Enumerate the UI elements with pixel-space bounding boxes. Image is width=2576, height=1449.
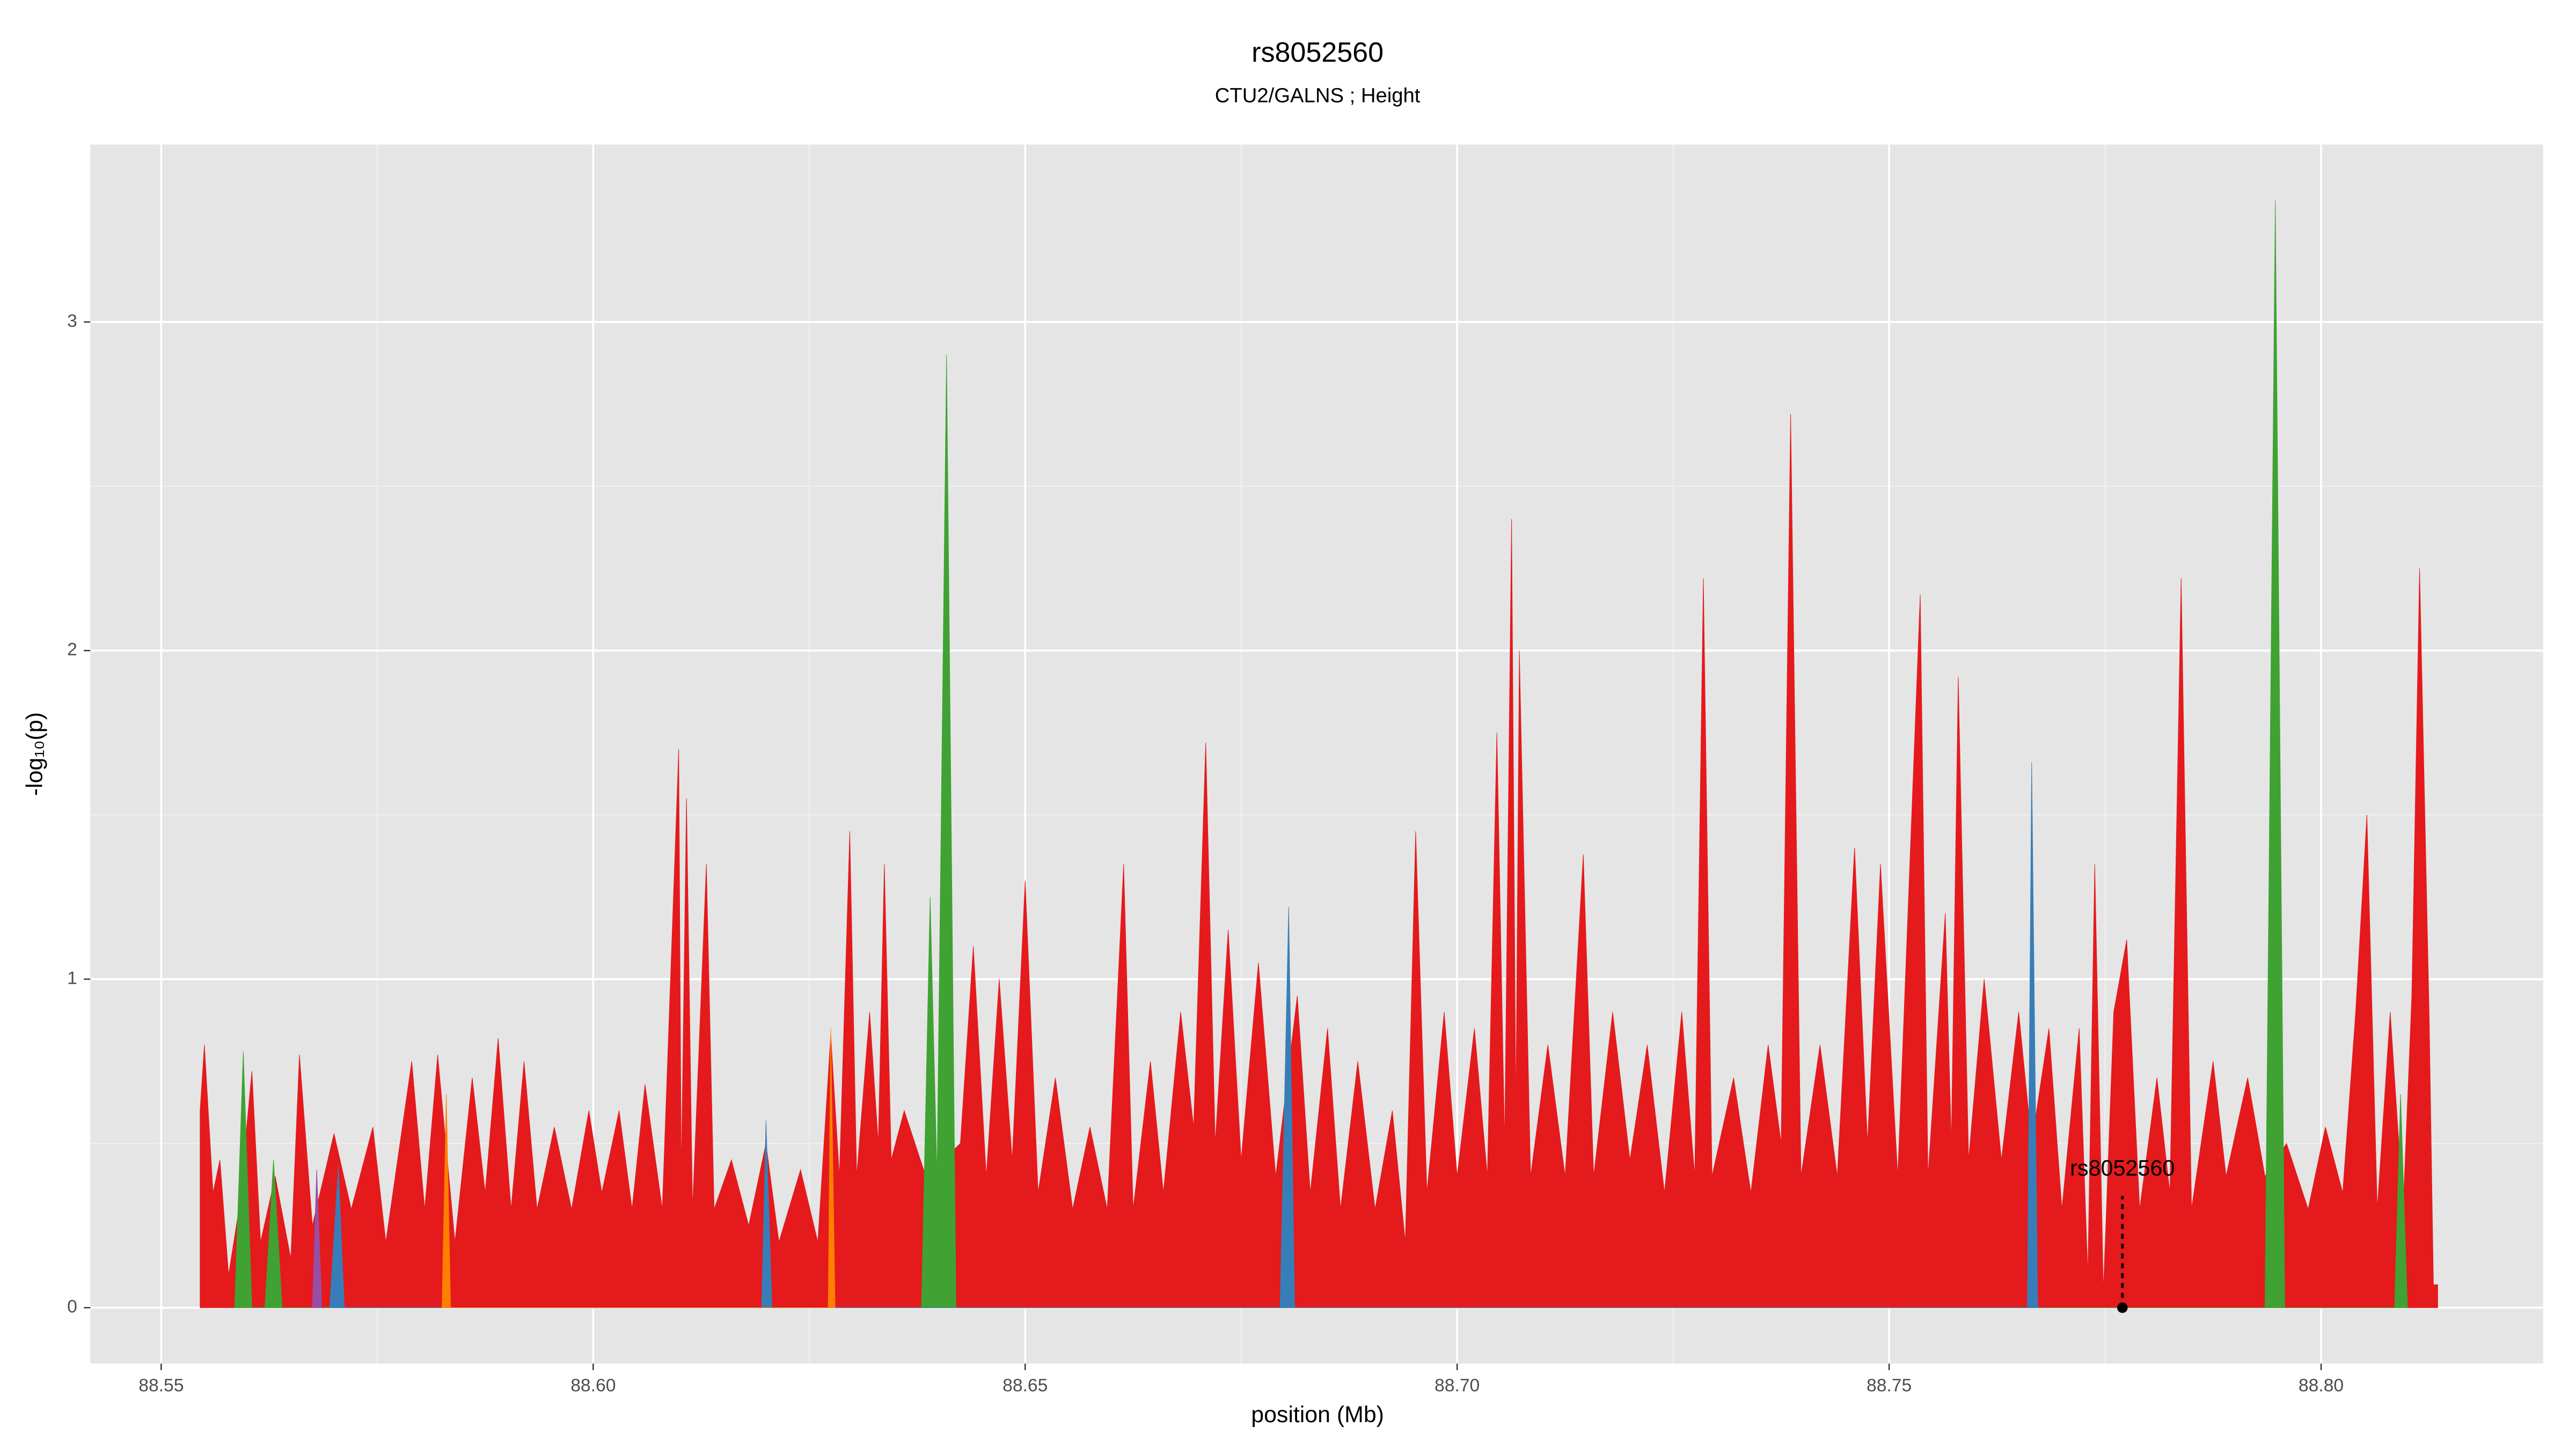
- area: [329, 762, 2038, 1308]
- y-tick-label: 2: [67, 640, 77, 660]
- area: [234, 200, 2408, 1308]
- y-tick-label: 3: [67, 311, 77, 331]
- area: [442, 1028, 836, 1308]
- annotation-label: rs8052560: [2070, 1156, 2175, 1181]
- area: [312, 1169, 323, 1308]
- annotation-point: [2117, 1302, 2128, 1313]
- x-tick-label: 88.70: [1435, 1376, 1480, 1396]
- x-tick-label: 88.75: [1867, 1376, 1912, 1396]
- chart-subtitle: CTU2/GALNS ; Height: [1215, 84, 1421, 107]
- x-tick-label: 88.80: [2299, 1376, 2344, 1396]
- x-tick-label: 88.65: [1002, 1376, 1048, 1396]
- y-tick-label: 0: [67, 1297, 77, 1317]
- x-tick-label: 88.55: [138, 1376, 184, 1396]
- x-tick-label: 88.60: [570, 1376, 616, 1396]
- y-tick-label: 1: [67, 968, 77, 988]
- area: [200, 414, 2438, 1308]
- x-axis-title: position (Mb): [1251, 1402, 1384, 1428]
- marks: rs8052560: [200, 200, 2438, 1313]
- axes: 88.55 88.60 88.65 88.70 88.75 88.80 0 1 2 3: [67, 311, 2344, 1396]
- chart-title: rs8052560: [1252, 37, 1384, 68]
- y-axis-title: -log₁₀(p): [22, 712, 48, 796]
